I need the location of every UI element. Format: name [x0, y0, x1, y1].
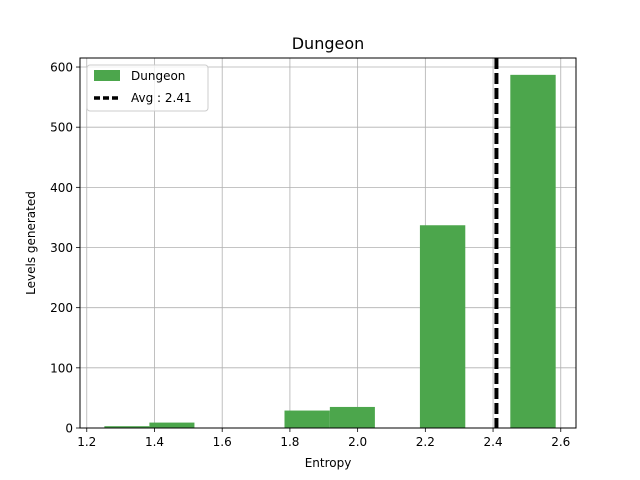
y-tick-label: 300: [50, 241, 73, 255]
bars: [104, 74, 556, 429]
y-tick-label: 500: [50, 121, 73, 135]
x-tick-label: 1.4: [145, 435, 164, 449]
legend-label-dungeon: Dungeon: [131, 69, 185, 83]
x-tick-label: 1.6: [213, 435, 232, 449]
y-tick-label: 0: [65, 422, 73, 436]
legend: Dungeon Avg : 2.41: [86, 64, 209, 112]
x-tick-label: 2.4: [484, 435, 503, 449]
y-tick-label: 100: [50, 361, 73, 375]
histogram-bar: [104, 426, 150, 428]
y-axis-label: Levels generated: [24, 191, 38, 295]
histogram-bar: [149, 422, 195, 428]
x-tick-label: 2.0: [348, 435, 367, 449]
legend-label-average: Avg : 2.41: [131, 91, 192, 105]
histogram-bar: [419, 225, 466, 428]
y-tick-label: 600: [50, 61, 73, 75]
legend-swatch-dungeon: [94, 70, 120, 81]
histogram-bar: [510, 74, 556, 429]
x-tick-label: 2.6: [551, 435, 570, 449]
plot-frame: [79, 57, 577, 429]
x-tick-label: 2.2: [416, 435, 435, 449]
y-tick-label: 400: [50, 181, 73, 195]
y-tick-label: 200: [50, 301, 73, 315]
histogram-bar: [284, 410, 330, 428]
x-tick-label: 1.8: [280, 435, 299, 449]
chart-title: Dungeon: [292, 34, 365, 53]
histogram-bar: [329, 406, 375, 428]
x-axis-label: Entropy: [305, 456, 352, 470]
axis-ticks: 1.2 1.4 1.6 1.8 2.0 2.2 2.4 2.6 0 100 200 300 400 500…: [50, 61, 570, 449]
x-tick-label: 1.2: [77, 435, 96, 449]
